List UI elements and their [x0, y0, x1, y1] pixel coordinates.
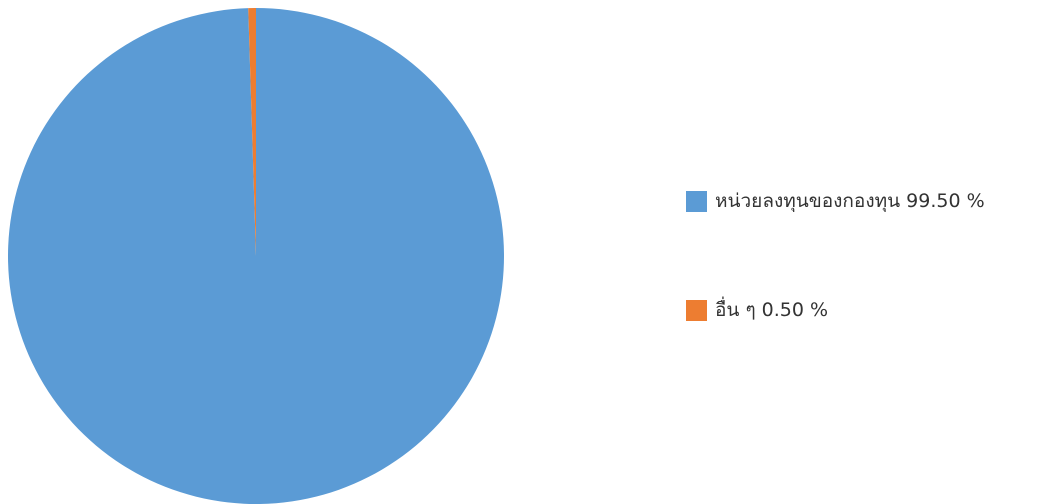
legend-item-fund-units: หน่วยลงทุนของกองทุน 99.50 % [686, 186, 1057, 216]
legend-label-others: อื่น ๆ 0.50 % [715, 299, 829, 321]
pie-plot-area [8, 8, 504, 504]
legend-swatch-fund-units [686, 190, 707, 212]
chart-legend: หน่วยลงทุนของกองทุน 99.50 % อื่น ๆ 0.50 … [686, 186, 1057, 325]
legend-label-fund-units: หน่วยลงทุนของกองทุน 99.50 % [715, 190, 985, 212]
pie-slice-fund-units [8, 8, 504, 504]
pie-slice-others [248, 8, 256, 256]
legend-item-others: อื่น ๆ 0.50 % [686, 295, 1057, 325]
legend-swatch-others [686, 299, 707, 321]
